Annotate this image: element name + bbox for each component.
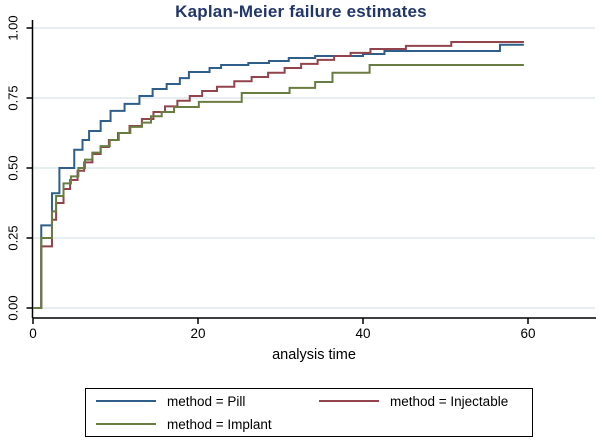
legend-item-label: method = Implant — [167, 416, 272, 432]
legend-item: method = Pill — [86, 390, 309, 412]
x-tick-label: 60 — [520, 326, 535, 341]
series-curve-injectable — [33, 41, 524, 309]
legend: method = Pill method = Injectable method =… — [85, 388, 533, 437]
y-tick-label: 0.25 — [5, 225, 20, 250]
series-curve-pill — [33, 43, 524, 309]
y-tick-label: 1.00 — [5, 15, 20, 40]
y-tick-label: 0.00 — [5, 295, 20, 320]
x-tick-label: 20 — [190, 326, 205, 341]
x-axis-title: analysis time — [272, 347, 356, 363]
chart-title: Kaplan-Meier failure estimates — [175, 2, 427, 21]
series-curve-implant — [33, 63, 524, 309]
legend-item-label: method = Pill — [167, 393, 246, 409]
x-tick-label: 40 — [355, 326, 370, 341]
km-chart-canvas: 0.00 0.25 0.50 0.75 1.00 0 20 40 60 analysis time — [5, 15, 596, 363]
legend-item: method = Injectable — [309, 390, 532, 412]
legend-line-sample — [319, 400, 379, 402]
legend-line-sample — [96, 423, 156, 425]
x-tick-label: 0 — [29, 326, 37, 341]
y-tick-label: 0.50 — [5, 155, 20, 180]
legend-item-label: method = Injectable — [390, 393, 509, 409]
y-tick-label: 0.75 — [5, 85, 20, 110]
legend-item: method = Implant — [86, 413, 309, 435]
legend-line-sample — [96, 400, 156, 402]
